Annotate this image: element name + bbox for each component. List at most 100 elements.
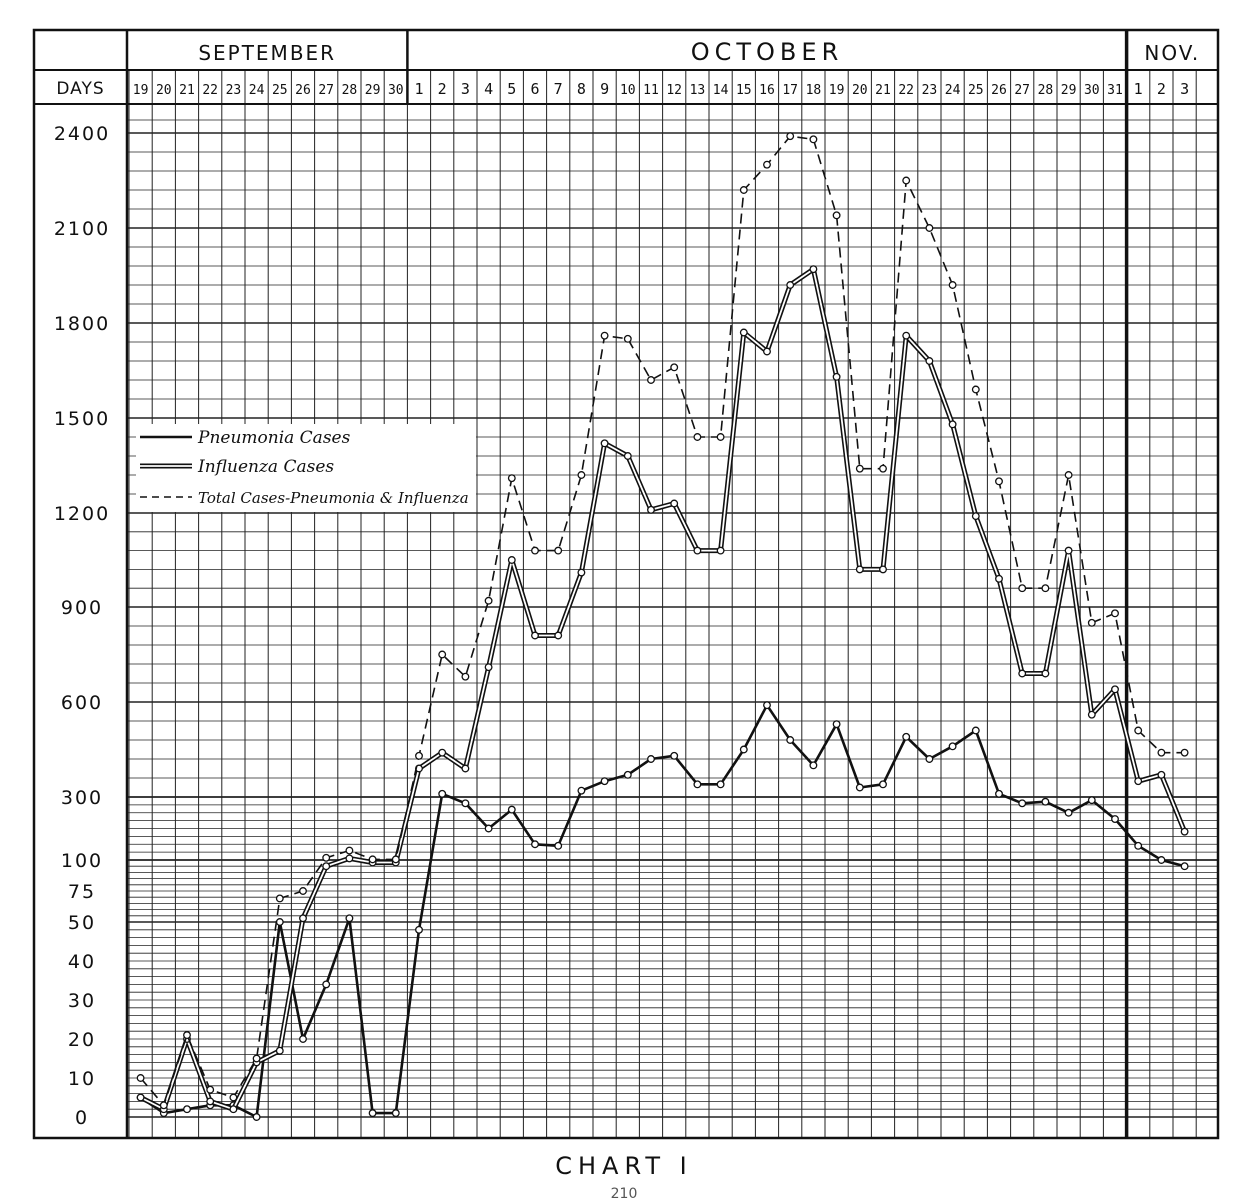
- data-point: [925, 755, 934, 763]
- data-point: [136, 1093, 145, 1102]
- data-point: [531, 631, 539, 640]
- data-point: [647, 755, 655, 763]
- data-point: [1111, 815, 1119, 823]
- y-tick-label: 10: [68, 1068, 96, 1090]
- data-point: [786, 736, 795, 744]
- data-point: [1064, 808, 1073, 817]
- month-header: NOV.: [1144, 41, 1200, 65]
- y-tick-label: 2100: [54, 218, 110, 240]
- data-point: [902, 732, 911, 741]
- y-axis-ticks: 0 10 20 30 40 50 75 100 300 600 900 1200 1500 1800 210…: [54, 123, 110, 1129]
- data-point: [902, 331, 911, 340]
- y-tick-label: 20: [68, 1029, 96, 1051]
- data-point: [1134, 777, 1143, 786]
- data-point: [670, 751, 679, 760]
- data-point: [299, 1035, 307, 1043]
- legend: Pneumonia Cases Influenza Cases Total Case…: [136, 424, 476, 512]
- data-point: [693, 546, 702, 555]
- data-point: [1111, 609, 1119, 618]
- data-point: [971, 512, 980, 521]
- day-tick-label: 22: [202, 83, 218, 98]
- data-point: [391, 1109, 400, 1118]
- data-point: [531, 840, 539, 849]
- data-point: [902, 176, 911, 185]
- y-tick-label: 30: [68, 990, 96, 1012]
- day-tick-label: 3: [461, 80, 470, 98]
- data-point: [1134, 841, 1143, 850]
- month-header: SEPTEMBER: [198, 41, 336, 65]
- data-point: [229, 1093, 238, 1102]
- month-header: OCTOBER: [691, 38, 844, 66]
- chart-header: SEPTEMBER OCTOBER NOV.DAYS 19 20 21 22 23 24 25 26…: [56, 38, 1200, 99]
- data-point: [1180, 827, 1189, 836]
- y-tick-label: 2400: [54, 123, 110, 145]
- y-tick-label: 75: [68, 881, 96, 903]
- day-tick-label: 5: [507, 80, 516, 98]
- data-point: [763, 160, 771, 169]
- data-point: [693, 433, 702, 441]
- data-point: [623, 452, 632, 460]
- day-tick-label: 11: [643, 83, 659, 98]
- data-point: [484, 824, 493, 833]
- legend-label: Influenza Cases: [197, 457, 334, 477]
- data-point: [948, 742, 957, 751]
- day-tick-label: 30: [1084, 83, 1100, 98]
- chart-caption: CHART I: [555, 1152, 693, 1180]
- data-point: [1041, 584, 1050, 593]
- day-tick-label: 8: [577, 80, 586, 98]
- data-point: [739, 328, 748, 337]
- data-point: [368, 855, 377, 864]
- day-tick-label: 19: [829, 83, 845, 98]
- data-point: [763, 701, 771, 710]
- data-point: [1111, 685, 1119, 694]
- day-tick-label: 25: [272, 83, 288, 98]
- day-tick-label: 27: [1014, 83, 1030, 98]
- legend-label: Pneumonia Cases: [197, 428, 351, 448]
- data-point: [275, 918, 284, 926]
- data-point: [832, 372, 841, 381]
- data-point: [299, 914, 307, 923]
- day-tick-label: 1: [1134, 80, 1143, 98]
- data-point: [832, 211, 841, 220]
- data-point: [1064, 546, 1073, 555]
- data-point: [206, 1097, 215, 1106]
- day-tick-label: 23: [226, 83, 242, 98]
- data-point: [600, 439, 609, 448]
- data-point: [577, 786, 586, 795]
- data-point: [855, 783, 864, 792]
- day-tick-label: 6: [530, 80, 539, 98]
- data-point: [1018, 584, 1027, 593]
- y-tick-label: 1200: [54, 503, 110, 525]
- data-point: [507, 556, 516, 564]
- data-point: [159, 1101, 168, 1110]
- data-point: [484, 663, 493, 672]
- day-tick-label: 19: [133, 83, 149, 98]
- data-series: [136, 132, 1189, 1121]
- data-point: [995, 789, 1003, 798]
- data-point: [832, 720, 841, 729]
- data-point: [739, 186, 748, 194]
- data-point: [322, 980, 331, 989]
- page-number: 210: [610, 1186, 638, 1202]
- data-point: [786, 132, 795, 141]
- data-point: [600, 777, 609, 786]
- data-point: [136, 1074, 145, 1082]
- days-label: DAYS: [56, 79, 104, 99]
- data-point: [1018, 669, 1027, 678]
- y-tick-label: 100: [61, 850, 103, 872]
- data-point: [1041, 669, 1050, 678]
- data-point: [461, 799, 470, 808]
- day-tick-label: 1: [414, 80, 423, 98]
- day-tick-label: 21: [179, 83, 195, 98]
- series-line-total: [139, 135, 1185, 1107]
- data-point: [971, 385, 980, 394]
- day-tick-label: 28: [342, 83, 358, 98]
- data-point: [925, 224, 934, 232]
- day-tick-label: 3: [1180, 80, 1189, 98]
- day-tick-label: 30: [388, 83, 404, 98]
- day-tick-label: 22: [898, 83, 914, 98]
- day-tick-label: 15: [736, 83, 752, 98]
- data-point: [183, 1105, 191, 1114]
- data-point: [1134, 726, 1143, 735]
